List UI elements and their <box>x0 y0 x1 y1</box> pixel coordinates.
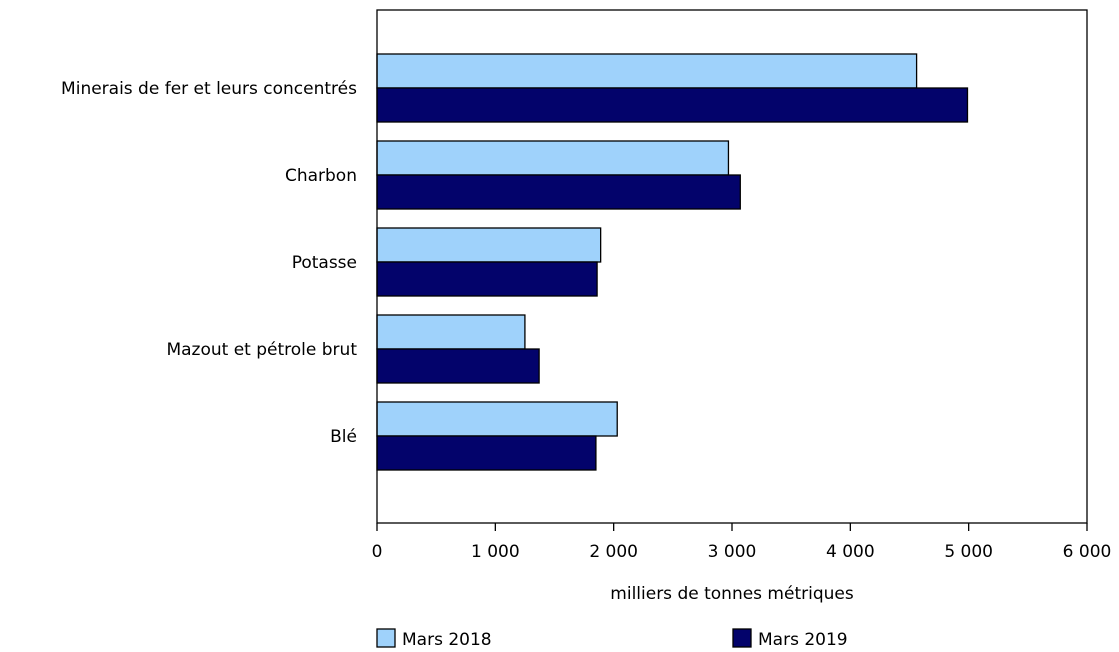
x-tick-label: 5 000 <box>944 542 993 562</box>
x-tick-label: 4 000 <box>826 542 875 562</box>
category-labels: Minerais de fer et leurs concentrés Charb… <box>61 79 357 447</box>
bar-1-4 <box>376 314 526 350</box>
category-label: Blé <box>330 427 357 447</box>
bars-group <box>376 53 969 471</box>
x-tick-label: 1 000 <box>471 542 520 562</box>
category-label: Mazout et pétrole brut <box>166 340 357 360</box>
legend-swatch-1 <box>376 628 396 648</box>
x-tick-label: 3 000 <box>708 542 757 562</box>
x-axis-title: milliers de tonnes métriques <box>610 584 854 604</box>
category-label: Charbon <box>285 166 357 186</box>
bar-1-3 <box>376 227 602 263</box>
legend-label-1: Mars 2018 <box>402 630 492 650</box>
bar-1-1 <box>376 53 918 89</box>
legend: Mars 2018 Mars 2019 <box>376 628 848 650</box>
bar-1-2 <box>376 140 730 176</box>
x-tick-label: 0 <box>372 542 383 562</box>
bar-1-5 <box>376 401 618 437</box>
legend-swatch-2 <box>732 628 752 648</box>
legend-label-2: Mars 2019 <box>758 630 848 650</box>
x-tick-label: 6 000 <box>1063 542 1112 562</box>
x-axis: 0 1 000 2 000 3 000 4 000 5 000 6 000 <box>372 523 1112 562</box>
bar-2-3 <box>376 261 598 297</box>
bar-2-5 <box>376 435 597 471</box>
bar-2-4 <box>376 348 540 384</box>
category-label: Potasse <box>292 253 357 273</box>
bar-2-1 <box>376 87 969 123</box>
category-label: Minerais de fer et leurs concentrés <box>61 79 357 99</box>
x-tick-label: 2 000 <box>589 542 638 562</box>
bar-2-2 <box>376 174 741 210</box>
